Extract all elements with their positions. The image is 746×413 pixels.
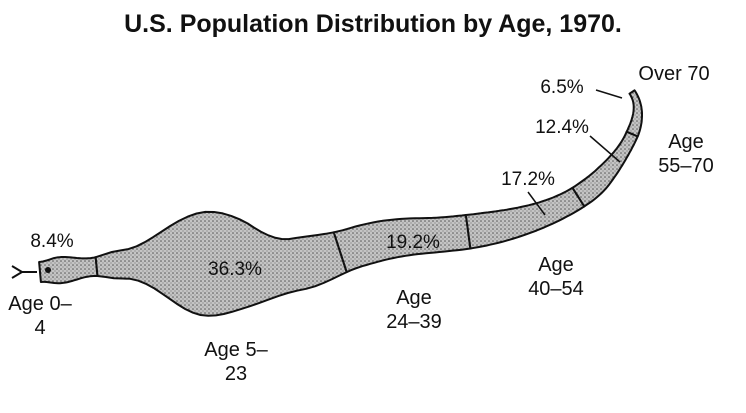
leader-lines	[527, 89, 623, 216]
value-label: 6.5%	[540, 77, 583, 98]
snake-segment	[571, 130, 639, 208]
snake-segment	[625, 89, 643, 138]
category-label: Age 55–70	[658, 131, 714, 177]
value-label: 36.3%	[208, 259, 262, 280]
value-label: 8.4%	[30, 231, 73, 252]
category-label: Age 40–54	[528, 254, 584, 300]
value-label: 12.4%	[535, 117, 589, 138]
value-label: 19.2%	[386, 232, 440, 253]
snake-body	[38, 89, 643, 317]
category-label: Over 70	[638, 63, 710, 85]
category-label: Age 24–39	[386, 287, 442, 333]
category-label: Age 0–4	[8, 293, 72, 339]
snake-segment	[464, 186, 586, 250]
category-label: Age 5–23	[204, 339, 268, 385]
value-label: 17.2%	[501, 169, 555, 190]
chart-title: U.S. Population Distribution by Age, 197…	[124, 10, 622, 38]
snake-head-details	[11, 265, 51, 279]
